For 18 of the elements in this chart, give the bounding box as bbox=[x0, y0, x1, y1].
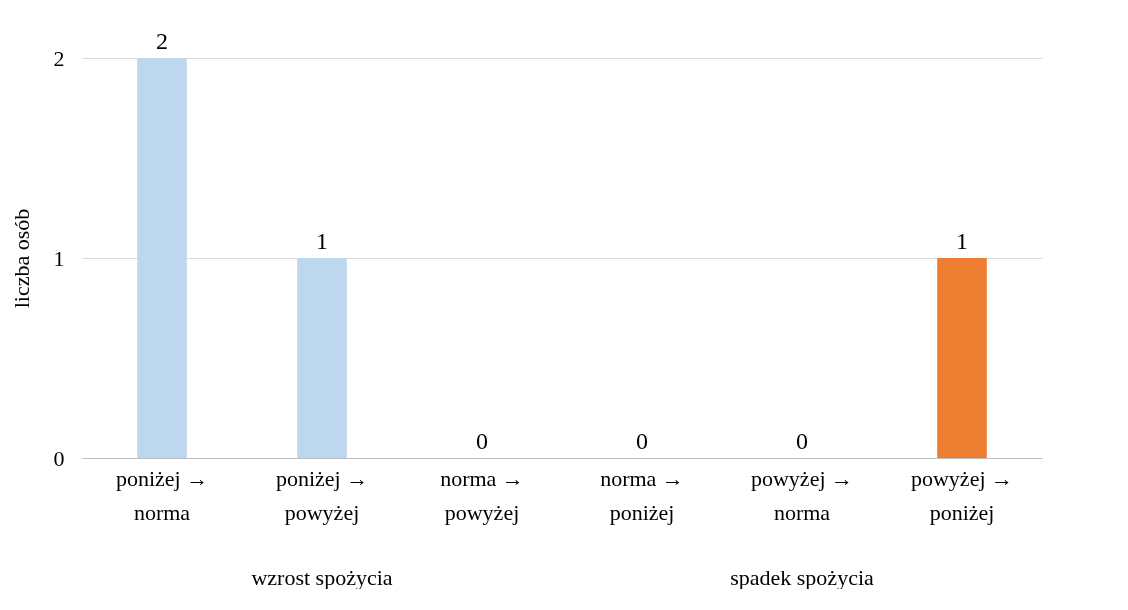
data-label: 1 bbox=[956, 228, 968, 254]
data-label: 2 bbox=[156, 28, 168, 54]
x-tick-label: norma → powyżej bbox=[440, 465, 524, 525]
y-tick-label: 0 bbox=[53, 445, 65, 471]
data-label: 0 bbox=[796, 428, 808, 454]
text: wzrost spożycia bbox=[251, 565, 393, 590]
x-tick-label: powyżej → norma bbox=[750, 465, 854, 525]
data-label: 1 bbox=[316, 228, 328, 254]
x-tick-label: poniżej → norma bbox=[115, 465, 209, 525]
y-tick-label: 1 bbox=[53, 245, 65, 271]
x-tick-label: poniżej → powyżej bbox=[275, 465, 369, 525]
y-axis-title: liczba osób bbox=[8, 208, 34, 309]
x-tick-label: powyżej → poniżej bbox=[910, 465, 1014, 525]
y-tick-label: 2 bbox=[53, 45, 65, 71]
data-label: 0 bbox=[476, 428, 488, 454]
x-tick-label: norma → poniżej bbox=[600, 465, 684, 525]
data-label: 0 bbox=[636, 428, 648, 454]
text: spadek spożycia bbox=[730, 565, 875, 590]
